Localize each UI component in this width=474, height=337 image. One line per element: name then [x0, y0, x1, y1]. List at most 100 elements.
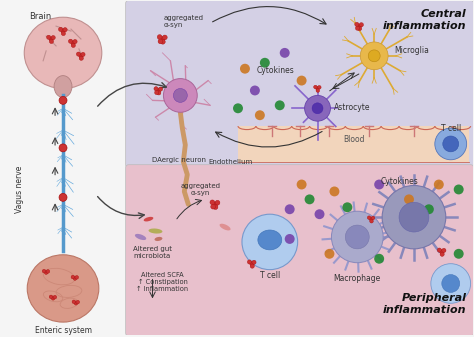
Text: T cell: T cell [260, 271, 280, 280]
Text: Central
inflammation: Central inflammation [383, 9, 466, 31]
Ellipse shape [135, 234, 146, 240]
Text: Blood: Blood [344, 135, 365, 145]
Circle shape [63, 28, 67, 32]
Circle shape [157, 91, 161, 95]
Text: aggregated
α-syn: aggregated α-syn [164, 15, 203, 28]
Circle shape [252, 260, 256, 265]
Circle shape [367, 216, 371, 219]
Circle shape [156, 88, 161, 93]
Circle shape [79, 54, 83, 58]
Circle shape [158, 39, 163, 44]
Circle shape [260, 58, 270, 68]
Circle shape [76, 300, 80, 304]
Circle shape [75, 276, 79, 279]
Circle shape [160, 37, 165, 41]
Circle shape [285, 234, 295, 244]
Circle shape [213, 205, 218, 210]
Circle shape [211, 204, 216, 209]
Text: Astrocyte: Astrocyte [335, 103, 371, 112]
Circle shape [81, 52, 85, 57]
Text: Cytokines: Cytokines [380, 177, 418, 186]
Circle shape [312, 103, 323, 114]
Circle shape [318, 86, 321, 89]
Circle shape [297, 75, 307, 86]
Circle shape [59, 96, 67, 104]
Circle shape [331, 211, 383, 263]
Circle shape [359, 23, 364, 27]
Text: Altered gut
microbiota: Altered gut microbiota [133, 246, 172, 259]
Circle shape [164, 79, 197, 112]
Circle shape [58, 27, 63, 31]
Circle shape [242, 214, 298, 270]
Circle shape [59, 193, 67, 201]
Circle shape [346, 225, 369, 249]
Circle shape [71, 41, 75, 45]
Circle shape [49, 37, 53, 41]
Circle shape [374, 180, 384, 189]
Circle shape [79, 56, 83, 60]
Circle shape [325, 249, 335, 259]
Circle shape [51, 35, 55, 40]
Ellipse shape [219, 224, 230, 231]
Circle shape [438, 248, 441, 252]
Circle shape [250, 262, 254, 266]
Circle shape [434, 180, 444, 189]
Circle shape [215, 200, 220, 205]
Circle shape [233, 103, 243, 113]
Circle shape [46, 270, 50, 273]
Circle shape [360, 42, 388, 70]
Circle shape [49, 39, 54, 43]
Circle shape [404, 194, 414, 204]
Circle shape [173, 89, 187, 102]
Circle shape [210, 200, 215, 205]
Circle shape [163, 35, 167, 40]
Circle shape [42, 269, 46, 273]
Text: T cell: T cell [441, 124, 461, 132]
Circle shape [329, 186, 339, 196]
Circle shape [431, 264, 471, 303]
Circle shape [255, 110, 265, 120]
Circle shape [424, 204, 434, 214]
Text: Brain: Brain [29, 12, 52, 21]
Ellipse shape [258, 230, 282, 250]
Circle shape [435, 128, 466, 160]
Circle shape [73, 39, 77, 44]
Circle shape [305, 95, 330, 121]
Circle shape [51, 297, 55, 300]
Circle shape [285, 204, 295, 214]
Circle shape [72, 300, 76, 304]
Text: Cytokines: Cytokines [257, 66, 295, 75]
Circle shape [61, 31, 65, 36]
Circle shape [61, 29, 65, 33]
Circle shape [76, 52, 81, 56]
Text: Altered SCFA
↑ Constipation
↑ Inflammation: Altered SCFA ↑ Constipation ↑ Inflammati… [137, 272, 189, 292]
Ellipse shape [148, 228, 163, 234]
Circle shape [154, 87, 158, 91]
Text: Enteric system: Enteric system [35, 326, 91, 335]
Ellipse shape [27, 255, 99, 322]
Circle shape [442, 248, 446, 252]
Circle shape [155, 90, 159, 95]
Circle shape [157, 35, 162, 39]
Circle shape [280, 48, 290, 58]
Ellipse shape [24, 17, 102, 89]
Circle shape [74, 302, 78, 305]
Text: Microglia: Microglia [394, 47, 429, 55]
Text: Endothelium: Endothelium [208, 159, 253, 165]
Text: Vagus nerve: Vagus nerve [15, 166, 24, 213]
Circle shape [442, 275, 460, 293]
Circle shape [73, 277, 77, 280]
Circle shape [316, 89, 319, 92]
Circle shape [250, 264, 255, 268]
Circle shape [275, 100, 285, 110]
Circle shape [368, 50, 380, 62]
Circle shape [369, 217, 373, 221]
Circle shape [46, 35, 51, 39]
Text: Peripheral
inflammation: Peripheral inflammation [383, 294, 466, 315]
Ellipse shape [144, 217, 154, 221]
Circle shape [71, 43, 75, 48]
Circle shape [357, 24, 361, 28]
Text: DAergic neuron: DAergic neuron [153, 157, 207, 163]
Circle shape [53, 295, 57, 299]
Ellipse shape [54, 75, 72, 97]
